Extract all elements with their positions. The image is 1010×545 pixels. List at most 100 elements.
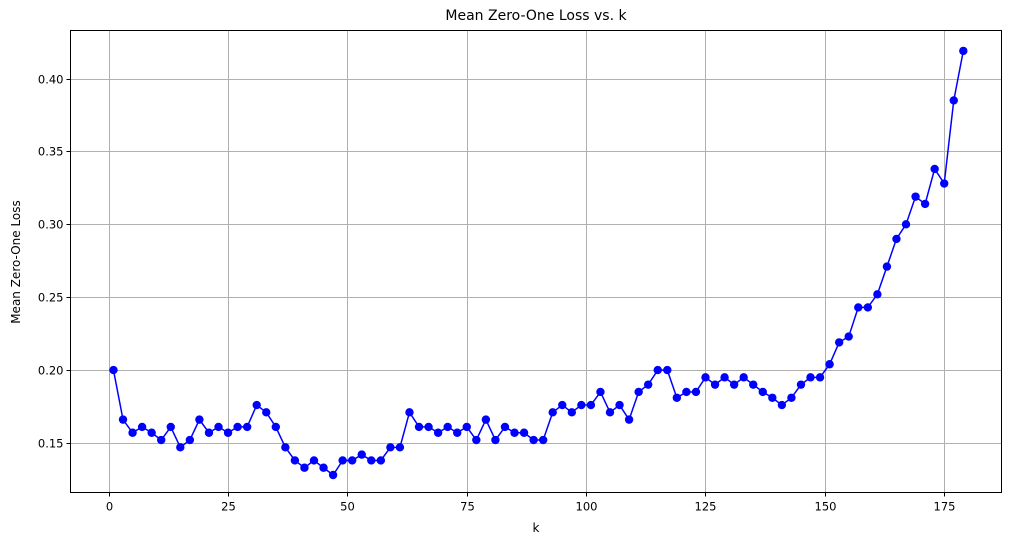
data-point: [510, 428, 519, 437]
data-point: [624, 415, 634, 424]
data-point: [729, 380, 739, 389]
data-point: [137, 422, 147, 432]
x-tick-label: 150: [815, 500, 837, 514]
y-tick-label: 0.20: [38, 364, 64, 378]
data-point: [424, 422, 433, 432]
data-point: [242, 422, 252, 432]
y-tick-label: 0.35: [38, 145, 64, 159]
data-point: [844, 332, 853, 341]
data-point: [233, 422, 242, 432]
data-point: [405, 408, 414, 417]
data-point: [940, 179, 949, 188]
data-point: [386, 443, 395, 452]
data-point: [720, 373, 729, 382]
data-point: [605, 408, 615, 417]
data-point: [262, 408, 271, 417]
data-point: [395, 443, 405, 452]
y-tick-label: 0.40: [38, 73, 64, 87]
y-tick-label: 0.25: [38, 291, 64, 305]
data-point: [892, 234, 901, 244]
data-point: [328, 470, 338, 480]
y-tick-label: 0.30: [38, 218, 64, 232]
data-point: [357, 450, 366, 459]
data-point: [882, 262, 892, 271]
data-point: [338, 456, 347, 465]
x-tick-label: 50: [340, 500, 355, 514]
axis-ticks: 0 25 50 75 100 125 150 175 0.15 0.20 0.25 0.30 0.35 0…: [38, 73, 956, 514]
data-point: [252, 400, 261, 410]
data-point: [290, 456, 300, 465]
data-point: [204, 428, 214, 437]
data-point: [185, 435, 195, 445]
data-point: [529, 435, 538, 445]
data-point: [367, 456, 376, 465]
x-tick-label: 25: [221, 500, 236, 514]
data-point: [863, 303, 873, 312]
data-point: [118, 415, 128, 424]
data-point: [109, 365, 118, 375]
data-point: [462, 422, 471, 432]
x-tick-label: 175: [934, 500, 956, 514]
data-point: [433, 428, 443, 437]
data-point: [768, 393, 777, 402]
data-point: [481, 415, 491, 424]
data-point: [796, 380, 806, 389]
data-point: [443, 422, 452, 432]
data-point: [682, 387, 691, 397]
data-point: [596, 387, 605, 397]
x-tick-label: 100: [576, 500, 598, 514]
data-point: [949, 96, 958, 105]
data-point: [157, 435, 166, 445]
data-point: [519, 428, 529, 437]
x-axis-label: k: [533, 521, 540, 535]
x-tick-label: 125: [695, 500, 717, 514]
data-point: [911, 192, 920, 201]
data-point: [758, 387, 767, 397]
data-point: [634, 387, 643, 397]
data-point: [166, 422, 175, 432]
x-tick-label: 0: [106, 500, 113, 514]
grid-lines: [70, 30, 1002, 493]
data-point: [663, 365, 672, 375]
data-point: [710, 380, 720, 389]
data-point: [873, 290, 882, 299]
data-point: [567, 408, 577, 417]
data-point: [223, 428, 233, 437]
data-point: [777, 400, 787, 410]
data-point: [653, 365, 662, 375]
data-point: [453, 428, 462, 437]
data-point: [538, 435, 548, 445]
data-point: [472, 435, 481, 445]
y-axis-label: Mean Zero-One Loss: [9, 200, 23, 324]
data-point: [500, 422, 510, 432]
data-point: [806, 373, 815, 382]
series-path: [112, 50, 965, 477]
data-point: [176, 443, 185, 452]
data-point: [749, 380, 758, 389]
data-point: [701, 373, 710, 382]
data-point: [586, 400, 596, 410]
data-point: [959, 46, 968, 56]
data-point: [414, 422, 424, 432]
chart-title: Mean Zero-One Loss vs. k: [445, 8, 627, 24]
data-point: [147, 428, 156, 437]
plot-frame: [70, 30, 1002, 493]
x-tick-label: 75: [460, 500, 475, 514]
data-point: [644, 380, 653, 389]
data-point: [815, 373, 825, 382]
data-point: [309, 456, 319, 465]
data-point: [128, 428, 137, 437]
data-point: [834, 338, 844, 347]
data-point: [930, 164, 939, 174]
data-point: [615, 400, 624, 410]
data-point: [491, 435, 500, 445]
data-point: [347, 456, 357, 465]
data-point: [195, 415, 204, 424]
data-point: [854, 303, 863, 312]
data-point: [672, 393, 682, 402]
data-point: [214, 422, 223, 432]
data-point: [825, 360, 834, 369]
data-point: [787, 393, 796, 402]
data-point: [281, 443, 290, 452]
